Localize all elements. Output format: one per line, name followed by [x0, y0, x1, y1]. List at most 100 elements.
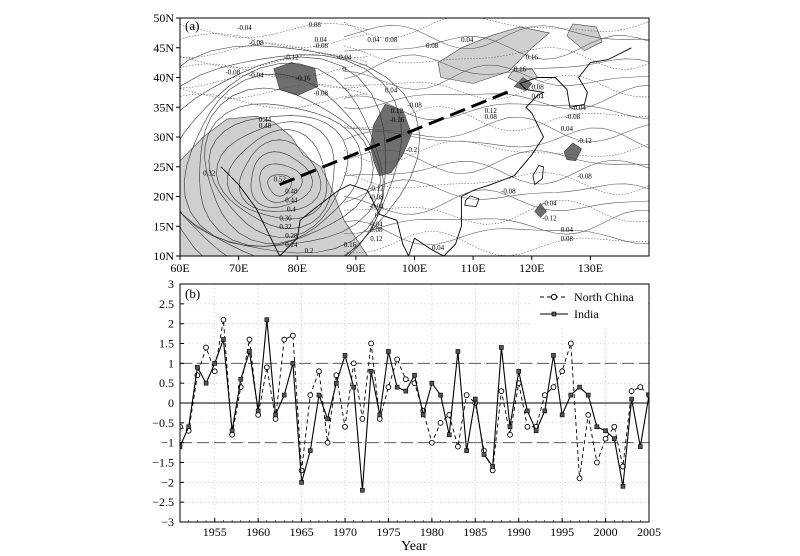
point-india	[455, 349, 461, 354]
map-y-tick-label: 25N	[153, 160, 174, 174]
point-north-china	[307, 392, 314, 398]
contour-label: 0	[342, 66, 346, 74]
contour-line	[180, 54, 402, 256]
point-india	[351, 384, 357, 390]
legend-marker-north-china	[550, 293, 558, 301]
map-y-tick-label: 50N	[153, 11, 174, 25]
x-tick-label: 1965	[290, 525, 314, 539]
point-india	[420, 412, 426, 418]
shaded-region-light	[437, 26, 550, 84]
x-tick-label: 1955	[203, 525, 227, 539]
map-y-tick-label: 10N	[153, 249, 174, 263]
contour-line	[250, 151, 313, 208]
island-outline	[464, 195, 480, 208]
contour-label: 0.24	[285, 241, 298, 249]
point-india	[403, 388, 409, 394]
contour-label: -0.2	[406, 146, 418, 154]
point-india	[247, 349, 252, 354]
map-x-ticks: 60E 70E 80E 90E 100E 110E 120E 130E	[170, 256, 603, 275]
point-north-china	[368, 340, 374, 347]
point-india	[490, 464, 495, 469]
panel-b-label: (b)	[185, 286, 200, 301]
y-tick-label: −2	[161, 475, 174, 489]
contour-line	[344, 160, 649, 185]
point-india	[603, 428, 608, 434]
coastline	[220, 47, 632, 256]
point-india	[325, 416, 330, 422]
contour-line	[344, 150, 649, 175]
contour-label: -0.12	[284, 54, 299, 62]
contour-line	[344, 95, 649, 121]
contour-line	[204, 103, 362, 244]
point-india	[264, 317, 270, 323]
map-y-tick-label: 30N	[153, 130, 174, 144]
contour-label: 0.4	[287, 205, 296, 213]
point-india	[525, 408, 530, 414]
point-north-china	[394, 356, 400, 363]
point-india	[585, 392, 591, 398]
contour-labels: -0.04-0.080.080.04-0.080.04 0.080.080.040…	[203, 21, 592, 255]
point-india	[551, 353, 556, 358]
point-india	[360, 487, 365, 493]
timeseries-x-ticks: 1955 1960 1965 1970 1975 1980 1985 1990 1995 2000…	[179, 518, 661, 539]
contour-line	[180, 43, 368, 59]
contour-label: -0.08	[407, 101, 422, 109]
legend-marker-india	[551, 311, 557, 317]
point-north-china	[611, 423, 618, 430]
point-india	[438, 392, 443, 398]
point-india	[307, 448, 313, 453]
contour-label: 0.04	[315, 36, 328, 44]
point-north-china	[281, 336, 288, 343]
coastline-path	[220, 47, 632, 256]
point-india	[533, 428, 539, 434]
point-india	[368, 368, 374, 374]
contour-label: 0.48	[285, 188, 298, 196]
contour-label: 0.04	[432, 244, 445, 252]
map-x-tick-label: 90E	[346, 261, 365, 275]
point-india	[542, 408, 548, 414]
point-india	[577, 384, 582, 390]
contour-line	[343, 127, 649, 149]
contour-label: -0.08	[501, 188, 516, 196]
contour-label: -0.08	[226, 69, 241, 77]
contour-label: -0.04	[542, 199, 557, 207]
contour-lines	[180, 18, 649, 256]
contour-label: 0.44	[285, 197, 298, 205]
contour-line	[344, 106, 649, 131]
contour-line	[344, 54, 649, 80]
point-india	[629, 396, 634, 402]
contour-line	[216, 121, 335, 230]
contour-label: 0.08	[385, 36, 398, 44]
x-tick-label: 2000	[594, 525, 618, 539]
map-y-ticks: 10N 15N 20N 25N 30N 35N 40N 45N 50N	[153, 11, 180, 263]
contour-label: -0.08	[313, 42, 328, 50]
contour-label: -0.12	[577, 137, 592, 145]
contour-line	[344, 210, 649, 235]
contour-line	[208, 115, 349, 238]
contour-label: 0.04	[367, 36, 380, 44]
map-y-tick-label: 35N	[153, 100, 174, 114]
contour-label: -0.08	[369, 194, 384, 202]
contour-label: 0.08	[426, 42, 439, 50]
y-tick-label: 2.5	[159, 297, 174, 311]
point-india	[446, 432, 452, 438]
contour-label: -0.04	[249, 72, 264, 80]
point-india	[281, 392, 287, 398]
map-x-tick-label: 110E	[461, 261, 486, 275]
point-north-china	[298, 467, 305, 474]
map-x-tick-label: 120E	[519, 261, 544, 275]
point-north-china	[324, 439, 331, 446]
contour-line	[180, 63, 384, 254]
y-tick-label: −1	[161, 436, 174, 450]
y-tick-label: 0.5	[159, 376, 174, 390]
contour-label: -0.08	[577, 173, 592, 181]
y-tick-label: 2	[168, 317, 174, 331]
contour-label: -0.16	[390, 116, 405, 124]
point-india	[646, 392, 649, 398]
point-north-china	[463, 392, 470, 398]
point-north-china	[628, 388, 635, 394]
point-india	[180, 444, 183, 449]
contour-line	[343, 18, 649, 39]
point-india	[334, 380, 339, 386]
contour-label: 0.32	[203, 170, 216, 178]
